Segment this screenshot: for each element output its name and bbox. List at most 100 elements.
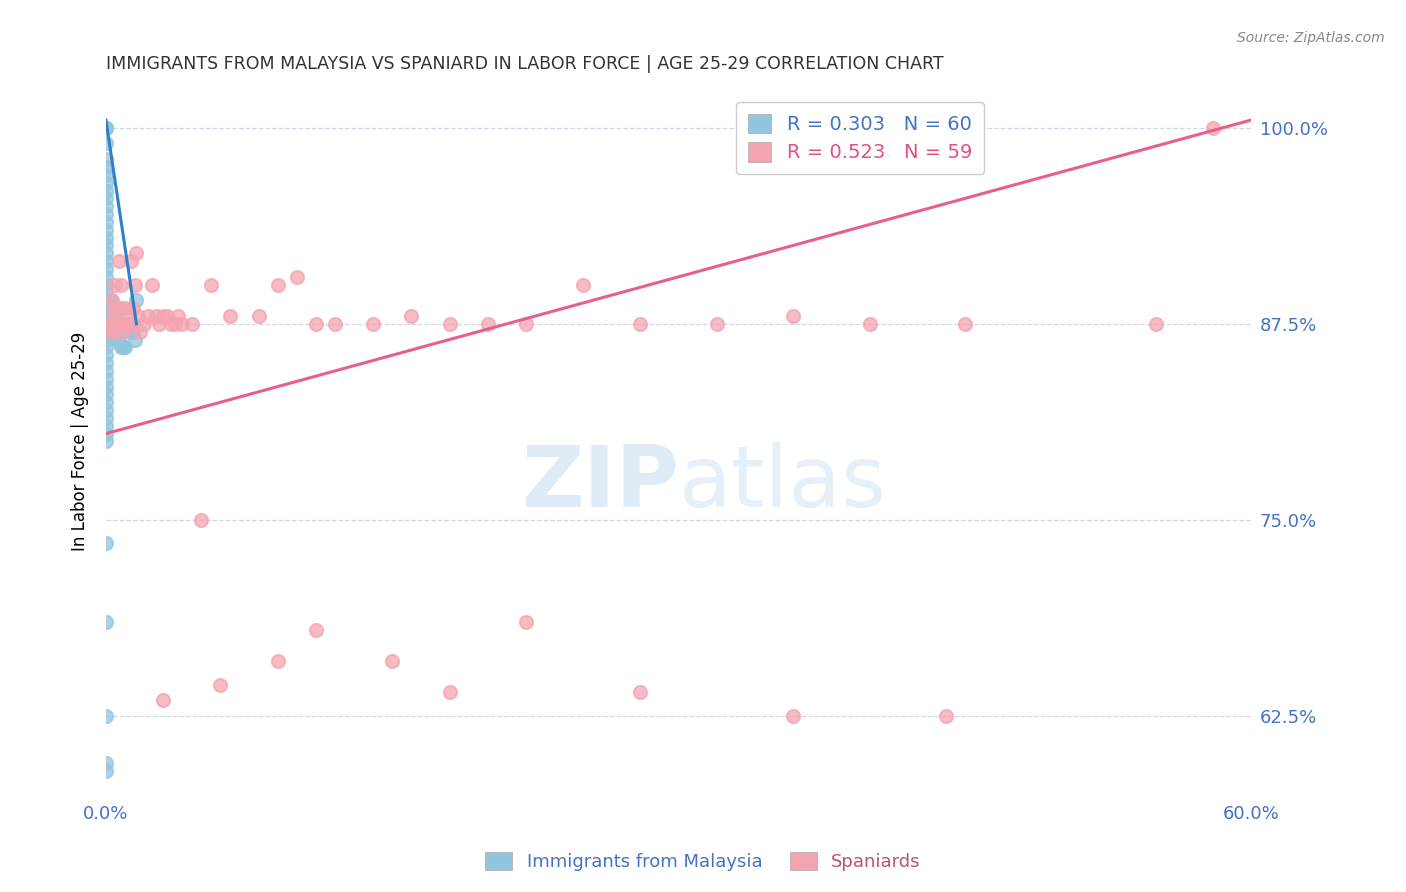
- Point: [104, 309, 127, 323]
- Text: ZIP: ZIP: [520, 442, 679, 525]
- Point: [100, 293, 122, 308]
- Point: [94, 756, 117, 770]
- Point: [94, 317, 117, 331]
- Point: [167, 309, 190, 323]
- Point: [152, 309, 174, 323]
- Point: [94, 176, 117, 190]
- Point: [94, 325, 117, 339]
- Point: [100, 325, 122, 339]
- Text: Source: ZipAtlas.com: Source: ZipAtlas.com: [1237, 31, 1385, 45]
- Point: [94, 199, 117, 213]
- Point: [94, 536, 117, 550]
- Point: [156, 309, 179, 323]
- Point: [115, 317, 138, 331]
- Point: [129, 325, 152, 339]
- Point: [94, 309, 117, 323]
- Point: [94, 434, 117, 449]
- Text: atlas: atlas: [679, 442, 887, 525]
- Point: [103, 325, 125, 339]
- Point: [94, 184, 117, 198]
- Point: [477, 317, 499, 331]
- Point: [100, 325, 122, 339]
- Point: [103, 301, 125, 315]
- Point: [114, 317, 136, 331]
- Point: [94, 215, 117, 229]
- Point: [94, 262, 117, 277]
- Point: [305, 317, 328, 331]
- Point: [105, 325, 128, 339]
- Point: [94, 207, 117, 221]
- Point: [103, 309, 125, 323]
- Point: [127, 309, 149, 323]
- Point: [94, 293, 117, 308]
- Point: [94, 364, 117, 378]
- Point: [94, 764, 117, 778]
- Point: [94, 411, 117, 425]
- Point: [132, 317, 155, 331]
- Point: [782, 309, 804, 323]
- Point: [148, 317, 170, 331]
- Point: [1144, 317, 1167, 331]
- Point: [953, 317, 976, 331]
- Point: [115, 309, 138, 323]
- Point: [112, 317, 135, 331]
- Point: [105, 317, 128, 331]
- Point: [267, 654, 290, 668]
- Point: [209, 677, 232, 691]
- Point: [120, 254, 142, 268]
- Point: [136, 309, 159, 323]
- Point: [572, 277, 595, 292]
- Point: [94, 246, 117, 260]
- Point: [94, 379, 117, 393]
- Point: [104, 277, 127, 292]
- Point: [515, 317, 537, 331]
- Point: [105, 301, 128, 315]
- Point: [94, 152, 117, 166]
- Point: [94, 356, 117, 370]
- Point: [94, 395, 117, 409]
- Point: [125, 246, 148, 260]
- Point: [110, 301, 132, 315]
- Point: [94, 340, 117, 354]
- Point: [94, 372, 117, 386]
- Point: [100, 301, 122, 315]
- Point: [125, 293, 148, 308]
- Point: [98, 293, 121, 308]
- Point: [630, 685, 652, 699]
- Point: [172, 317, 194, 331]
- Point: [94, 285, 117, 300]
- Point: [94, 223, 117, 237]
- Point: [267, 277, 290, 292]
- Point: [118, 317, 141, 331]
- Point: [200, 277, 222, 292]
- Point: [105, 333, 128, 347]
- Point: [247, 309, 270, 323]
- Point: [94, 238, 117, 252]
- Point: [121, 301, 143, 315]
- Point: [100, 317, 122, 331]
- Point: [120, 325, 142, 339]
- Point: [323, 317, 346, 331]
- Point: [108, 254, 131, 268]
- Point: [104, 325, 127, 339]
- Point: [515, 615, 537, 629]
- Point: [706, 317, 728, 331]
- Point: [145, 309, 167, 323]
- Point: [94, 191, 117, 205]
- Point: [381, 654, 404, 668]
- Point: [219, 309, 242, 323]
- Point: [94, 301, 117, 315]
- Point: [124, 333, 146, 347]
- Point: [439, 685, 461, 699]
- Point: [94, 254, 117, 268]
- Point: [108, 333, 131, 347]
- Point: [103, 317, 125, 331]
- Point: [935, 709, 957, 723]
- Point: [94, 615, 117, 629]
- Point: [112, 325, 135, 339]
- Point: [285, 269, 308, 284]
- Point: [94, 333, 117, 347]
- Point: [94, 230, 117, 244]
- Point: [858, 317, 880, 331]
- Point: [104, 317, 127, 331]
